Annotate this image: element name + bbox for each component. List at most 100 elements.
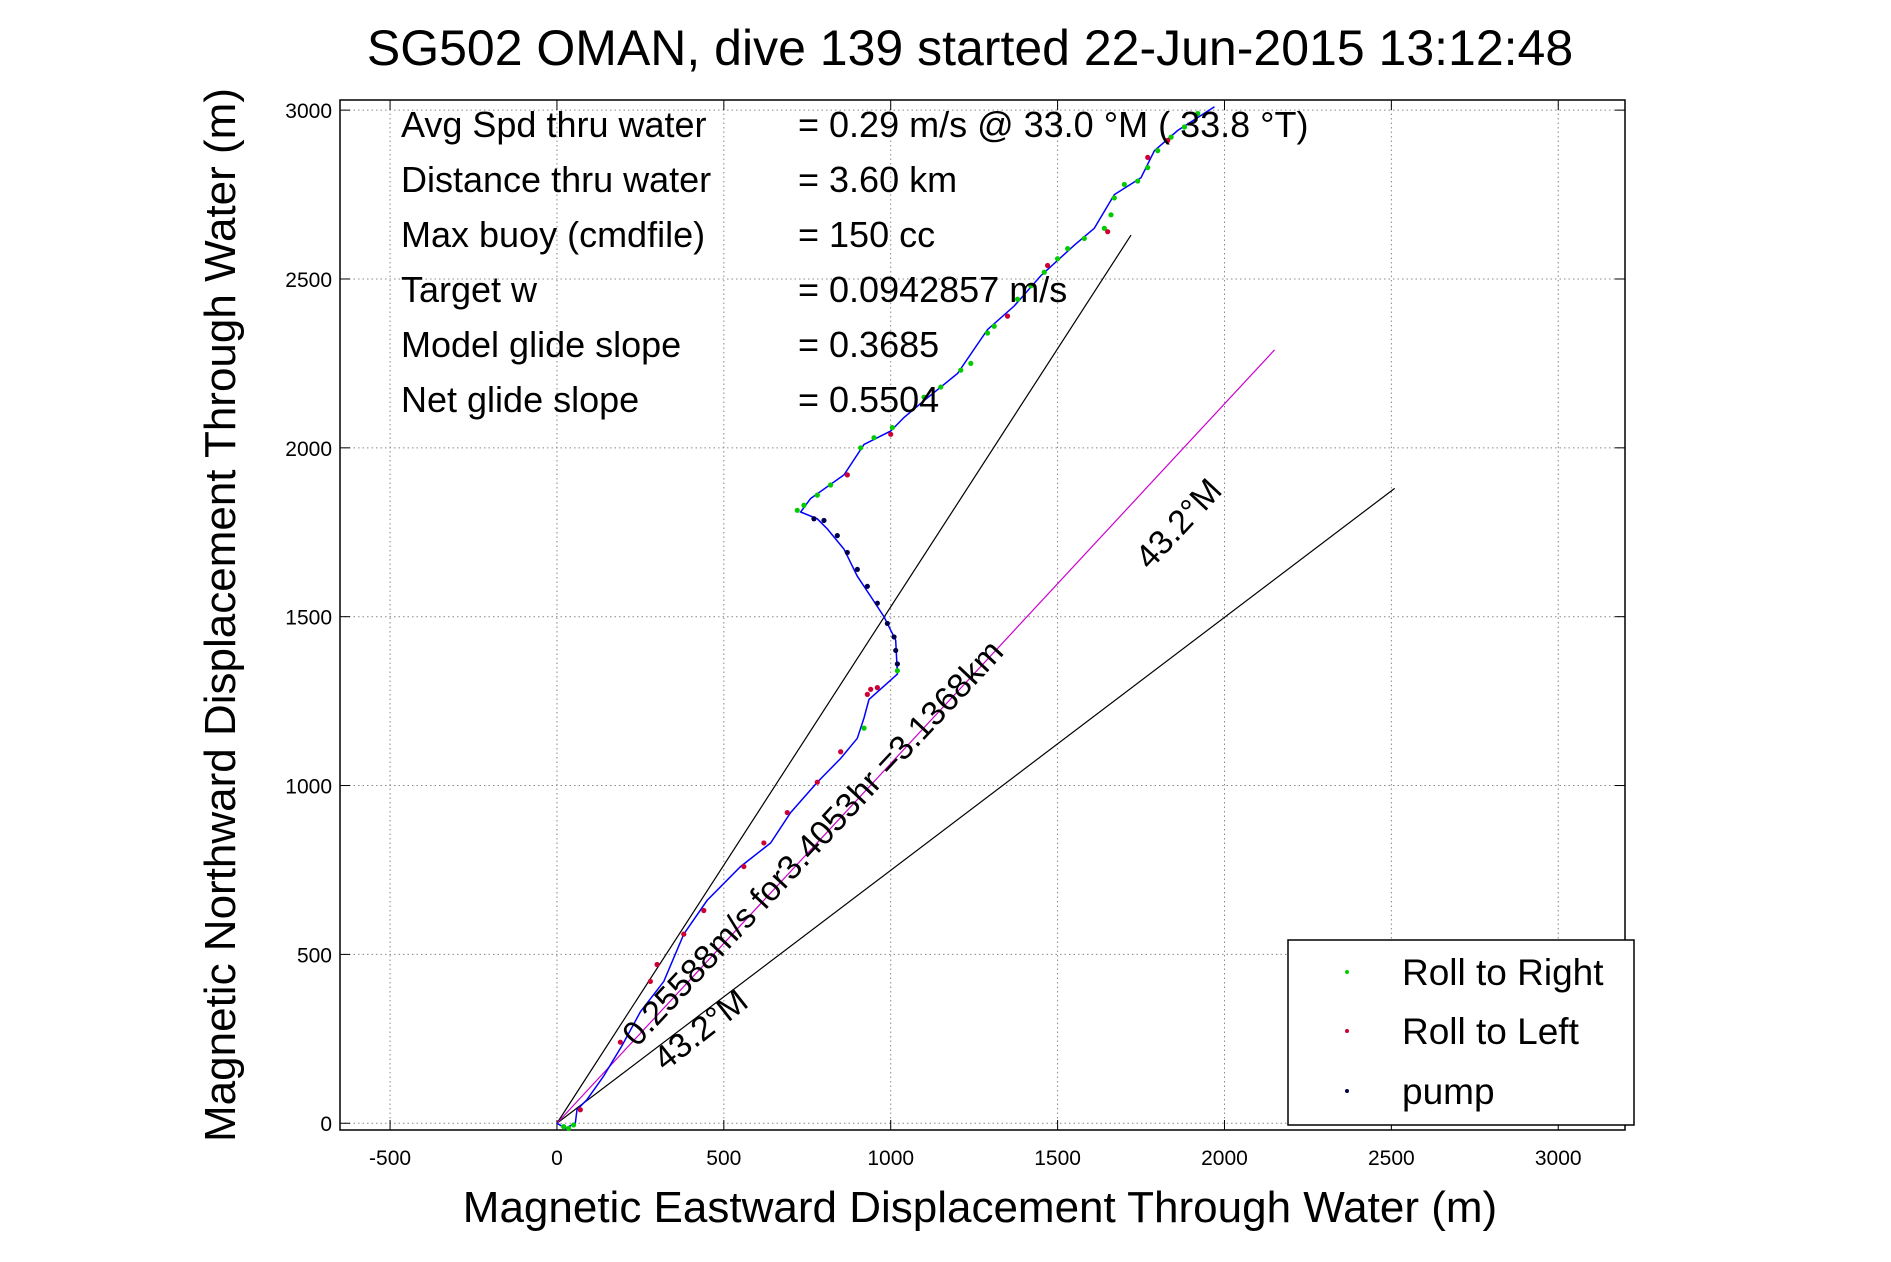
legend-marker-roll-left	[1345, 1029, 1349, 1033]
y-tick-labels: 0 500 1000 1500 2000 2500 3000	[285, 100, 332, 1136]
point-pump	[894, 661, 900, 667]
point-roll-to-right	[1108, 212, 1114, 218]
x-tick-labels: -500 0 500 1000 1500 2000 2500 3000	[369, 1147, 1582, 1170]
point-roll-to-right	[991, 323, 997, 329]
point-pump	[844, 549, 850, 556]
x-tick-label: 3000	[1535, 1147, 1582, 1170]
point-roll-to-left	[1165, 137, 1171, 144]
point-roll-to-left	[654, 961, 660, 968]
point-roll-to-right	[861, 725, 867, 731]
point-roll-to-right	[1181, 124, 1188, 130]
point-roll-to-right	[921, 394, 927, 400]
point-roll-to-right	[958, 367, 964, 373]
stat-label: Net glide slope	[401, 379, 639, 420]
point-roll-to-right	[1081, 235, 1087, 242]
point-roll-to-left	[874, 685, 880, 691]
point-roll-to-right	[1065, 245, 1071, 252]
point-roll-to-left	[864, 691, 870, 697]
point-roll-to-left	[647, 978, 654, 985]
legend-marker-roll-right	[1345, 970, 1349, 974]
point-roll-to-left	[1145, 154, 1151, 161]
point-roll-to-left	[838, 749, 844, 755]
point-roll-to-right	[889, 424, 895, 431]
point-pump	[821, 517, 827, 524]
point-roll-to-left	[577, 1107, 583, 1113]
reference-lines	[556, 234, 1396, 1124]
point-roll-to-right	[561, 1124, 567, 1130]
point-pump	[854, 566, 860, 573]
point-roll-to-right	[871, 435, 877, 441]
y-tick-label: 2000	[285, 438, 332, 461]
point-roll-to-right	[1028, 283, 1034, 289]
stat-value: = 0.29 m/s @ 33.0 °M ( 33.8 °T)	[798, 104, 1309, 145]
point-roll-to-left	[868, 686, 874, 692]
point-roll-to-left	[681, 931, 687, 937]
point-pump	[891, 634, 897, 640]
stat-label: Distance thru water	[401, 159, 711, 200]
point-roll-to-right	[1041, 269, 1047, 275]
legend-label-pump: pump	[1402, 1071, 1495, 1112]
stat-label: Target w	[401, 269, 538, 310]
y-tick-label: 500	[297, 944, 332, 967]
point-roll-to-right	[1135, 178, 1141, 184]
stat-value: = 0.5504	[798, 379, 939, 420]
point-roll-to-left	[701, 907, 707, 914]
point-roll-to-right	[894, 668, 900, 674]
point-pump	[864, 583, 870, 589]
y-axis-label: Magnetic Northward Displacement Through …	[196, 88, 245, 1142]
point-pump	[893, 647, 899, 654]
reference-line-current-vector	[556, 349, 1275, 1124]
point-roll-to-left	[888, 431, 894, 437]
point-roll-to-right	[858, 445, 864, 451]
point-roll-to-left	[784, 809, 790, 816]
stat-value: = 0.3685	[798, 324, 939, 365]
x-axis-label: Magnetic Eastward Displacement Through W…	[463, 1183, 1497, 1232]
stat-value: = 3.60 km	[798, 159, 957, 200]
stat-value: = 0.0942857 m/s	[798, 269, 1067, 310]
y-tick-label: 3000	[285, 100, 332, 123]
point-pump	[834, 533, 840, 539]
stat-label: Model glide slope	[401, 324, 681, 365]
point-roll-to-right	[801, 502, 807, 508]
x-tick-label: 2000	[1201, 1147, 1248, 1170]
point-roll-to-left	[844, 472, 850, 478]
point-roll-to-right	[938, 384, 944, 390]
y-tick-label: 2500	[285, 269, 332, 292]
point-roll-to-right	[984, 330, 991, 336]
reference-line-upper-bound	[556, 234, 1132, 1124]
point-roll-to-right	[1054, 256, 1061, 262]
point-roll-to-left	[1004, 313, 1011, 319]
point-roll-to-left	[1105, 229, 1111, 235]
y-tick-label: 1500	[285, 607, 332, 630]
legend-label-roll-left: Roll to Left	[1402, 1011, 1580, 1052]
point-roll-to-right	[828, 482, 834, 488]
chart-title: SG502 OMAN, dive 139 started 22-Jun-2015…	[367, 20, 1573, 76]
point-roll-to-right	[1155, 148, 1161, 154]
point-roll-to-left	[617, 1039, 623, 1045]
point-roll-to-right	[1101, 225, 1107, 231]
y-tick-label: 0	[320, 1113, 332, 1136]
point-roll-to-left	[741, 863, 747, 870]
point-roll-to-right	[1168, 134, 1174, 140]
point-roll-to-left	[1044, 262, 1051, 269]
point-roll-to-left	[814, 779, 820, 785]
point-pump	[884, 620, 890, 627]
grid	[340, 100, 1625, 1130]
point-roll-to-right	[566, 1125, 572, 1131]
reference-line-lower-bound	[556, 487, 1396, 1124]
stat-value: = 150 cc	[798, 214, 935, 255]
stats-block: Avg Spd thru water = 0.29 m/s @ 33.0 °M (…	[401, 104, 1309, 420]
y-tick-label: 1000	[285, 776, 332, 799]
point-roll-to-left	[761, 840, 767, 846]
legend: Roll to Right Roll to Left pump	[1287, 939, 1635, 1126]
point-pump	[811, 516, 817, 522]
x-tick-label: 2500	[1368, 1147, 1415, 1170]
point-roll-to-right	[1121, 181, 1127, 188]
point-roll-to-right	[814, 492, 820, 498]
x-tick-label: 500	[706, 1147, 741, 1170]
point-roll-to-right	[794, 507, 800, 513]
stat-label: Avg Spd thru water	[401, 104, 707, 145]
stat-label: Max buoy (cmdfile)	[401, 214, 705, 255]
point-roll-to-right	[571, 1122, 577, 1128]
